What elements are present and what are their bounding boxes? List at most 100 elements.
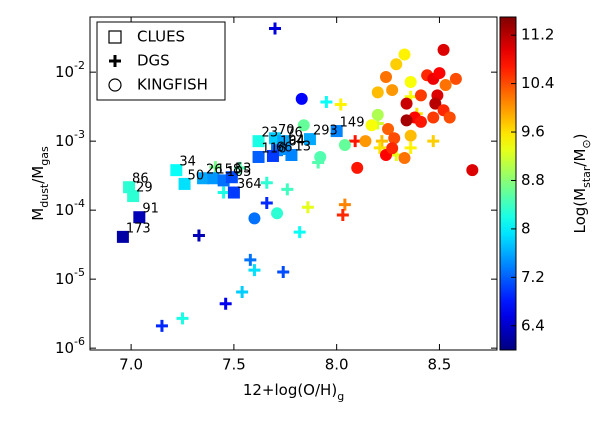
y-tick-base: 10 — [55, 63, 74, 81]
y-tick-exponent: -3 — [74, 128, 85, 141]
point — [301, 201, 314, 214]
point — [466, 164, 479, 177]
point — [404, 141, 417, 154]
point — [252, 150, 265, 163]
point — [351, 161, 364, 174]
point — [371, 86, 384, 99]
y-tick-label: 10-4 — [55, 197, 85, 219]
colorbar-label-part: /M — [571, 149, 589, 167]
y-axis-label-part: /M — [29, 166, 47, 184]
y-tick-label: 10-2 — [55, 59, 85, 81]
point — [338, 198, 351, 211]
point — [207, 172, 220, 185]
y-tick-exponent: -4 — [74, 197, 85, 210]
y-axis-label-part: dust — [38, 183, 51, 208]
point-label: 13 — [294, 139, 311, 154]
y-tick-label: 10-5 — [55, 266, 85, 288]
point — [380, 71, 392, 84]
y-axis-label-part: M — [29, 208, 47, 221]
point — [338, 138, 351, 151]
point — [382, 123, 395, 136]
point — [248, 212, 261, 225]
point — [252, 135, 265, 148]
y-axis-label: Mdust/Mgas — [29, 146, 51, 221]
point — [443, 111, 456, 124]
point — [277, 265, 290, 278]
colorbar-tick-label: 9.6 — [521, 123, 545, 141]
point-label: 50 — [188, 168, 205, 183]
legend-marker — [108, 30, 122, 44]
colorbar-tick-label: 6.4 — [521, 316, 545, 334]
point-label: 158 — [216, 163, 241, 178]
point-label: 173 — [126, 221, 151, 236]
point — [334, 98, 347, 111]
x-tick-label: 8.0 — [325, 356, 349, 374]
legend-label: CLUES — [137, 28, 185, 46]
point — [133, 211, 146, 224]
point-label: 91 — [142, 202, 159, 217]
point-label: 76 — [286, 126, 303, 141]
point — [295, 92, 308, 105]
y-tick-base: 10 — [55, 270, 74, 288]
x-tick-label: 7.0 — [119, 356, 143, 374]
point-label: 53 — [235, 162, 252, 177]
point — [297, 119, 310, 132]
point — [437, 43, 450, 56]
point — [244, 253, 257, 266]
point — [266, 149, 279, 162]
point — [269, 22, 281, 35]
point — [281, 183, 294, 196]
point — [197, 172, 210, 185]
point — [176, 312, 189, 325]
point — [427, 135, 440, 148]
x-tick-label: 8.5 — [428, 356, 452, 374]
colorbar-label-part: ) — [571, 134, 589, 140]
point — [330, 125, 343, 138]
point-label: 66 — [276, 140, 293, 155]
point — [248, 264, 261, 277]
point — [217, 186, 230, 199]
x-tick-label: 7.5 — [222, 356, 246, 374]
legend-marker — [109, 55, 121, 67]
point — [303, 133, 316, 146]
legend-label: KINGFISH — [137, 76, 208, 94]
y-tick-base: 10 — [55, 201, 74, 219]
point — [225, 171, 238, 184]
point — [398, 151, 411, 164]
colorbar-label-part: star — [580, 166, 593, 188]
point-label: 34 — [179, 155, 196, 170]
y-tick-base: 10 — [55, 339, 74, 357]
point — [116, 230, 129, 243]
colorbar-tick-label: 8 — [521, 219, 531, 237]
point — [400, 114, 413, 127]
point — [359, 135, 372, 148]
colorbar — [499, 16, 517, 351]
colorbar-label-part: ⊙ — [580, 139, 593, 148]
point — [349, 135, 362, 148]
point — [127, 190, 140, 203]
colorbar-tick-label: 11.2 — [521, 26, 554, 44]
point — [386, 84, 399, 97]
point — [271, 207, 284, 220]
point-label: 149 — [340, 116, 365, 131]
point — [414, 89, 427, 102]
point — [427, 111, 440, 124]
point-label: 23 — [262, 126, 279, 141]
point — [192, 229, 205, 242]
point — [170, 164, 183, 177]
point — [449, 72, 462, 85]
y-tick-exponent: -6 — [74, 335, 85, 348]
point-label: 293 — [313, 124, 338, 139]
point — [260, 196, 273, 209]
x-axis-label-part: 12+log(O/H) — [243, 381, 337, 399]
point — [400, 97, 413, 110]
point — [429, 97, 442, 110]
point — [439, 79, 452, 92]
point — [234, 161, 247, 174]
point — [285, 148, 298, 161]
point-label: 70 — [278, 123, 295, 138]
point — [398, 48, 411, 61]
point — [293, 226, 306, 239]
point — [314, 150, 327, 163]
